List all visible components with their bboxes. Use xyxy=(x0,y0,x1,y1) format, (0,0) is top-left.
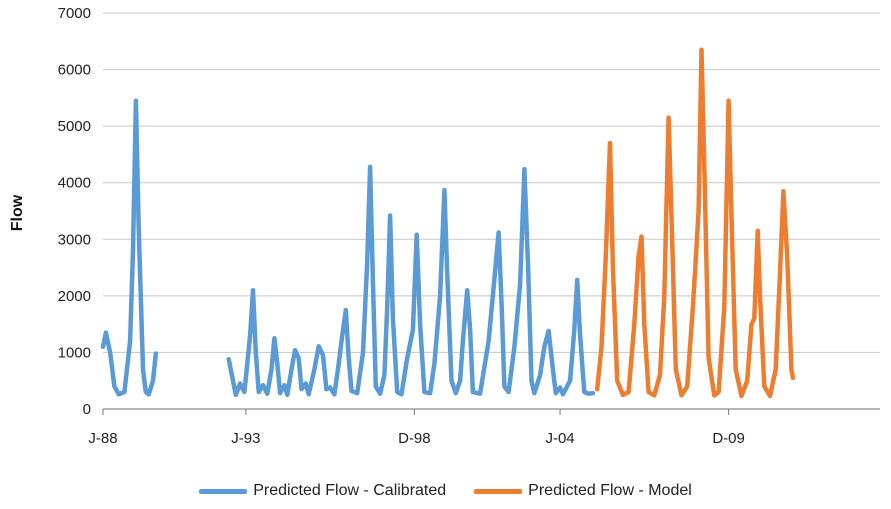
legend: Predicted Flow - Calibrated Predicted Fl… xyxy=(0,482,891,500)
y-axis-title: Flow xyxy=(9,194,26,231)
legend-item-calibrated: Predicted Flow - Calibrated xyxy=(199,482,446,500)
x-tick-label: D-09 xyxy=(712,430,745,447)
y-tick-label: 7000 xyxy=(58,5,91,22)
y-tick-label: 5000 xyxy=(58,118,91,135)
y-tick-label: 1000 xyxy=(58,344,91,361)
x-tick-label: J-04 xyxy=(545,430,574,447)
axes xyxy=(102,408,880,415)
x-tick-label: J-88 xyxy=(88,430,117,447)
legend-label-calibrated: Predicted Flow - Calibrated xyxy=(253,482,447,499)
series-line-model-segment-0 xyxy=(594,47,796,399)
y-tick-label: 6000 xyxy=(58,62,91,79)
series-line-calibrated-segment-1 xyxy=(226,164,596,398)
y-tick-label: 3000 xyxy=(58,231,91,248)
y-tick-label: 4000 xyxy=(58,175,91,192)
legend-label-model: Predicted Flow - Model xyxy=(528,482,692,499)
gridlines xyxy=(103,12,880,353)
legend-swatch-model xyxy=(474,488,523,494)
tick-labels: 0 1000 2000 3000 4000 5000 6000 7000 J-88 J-93 D-9… xyxy=(58,5,745,447)
legend-swatch-calibrated xyxy=(199,488,248,494)
y-tick-label: 2000 xyxy=(58,288,91,305)
legend-item-model: Predicted Flow - Model xyxy=(474,482,692,500)
flow-line-chart: 0 1000 2000 3000 4000 5000 6000 7000 J-88 J-93 D-9… xyxy=(9,5,880,447)
series-line-calibrated-segment-0 xyxy=(100,98,159,397)
y-tick-label: 0 xyxy=(83,401,91,418)
x-tick-label: D-98 xyxy=(398,430,431,447)
series-lines xyxy=(100,47,796,399)
x-tick-label: J-93 xyxy=(231,430,260,447)
